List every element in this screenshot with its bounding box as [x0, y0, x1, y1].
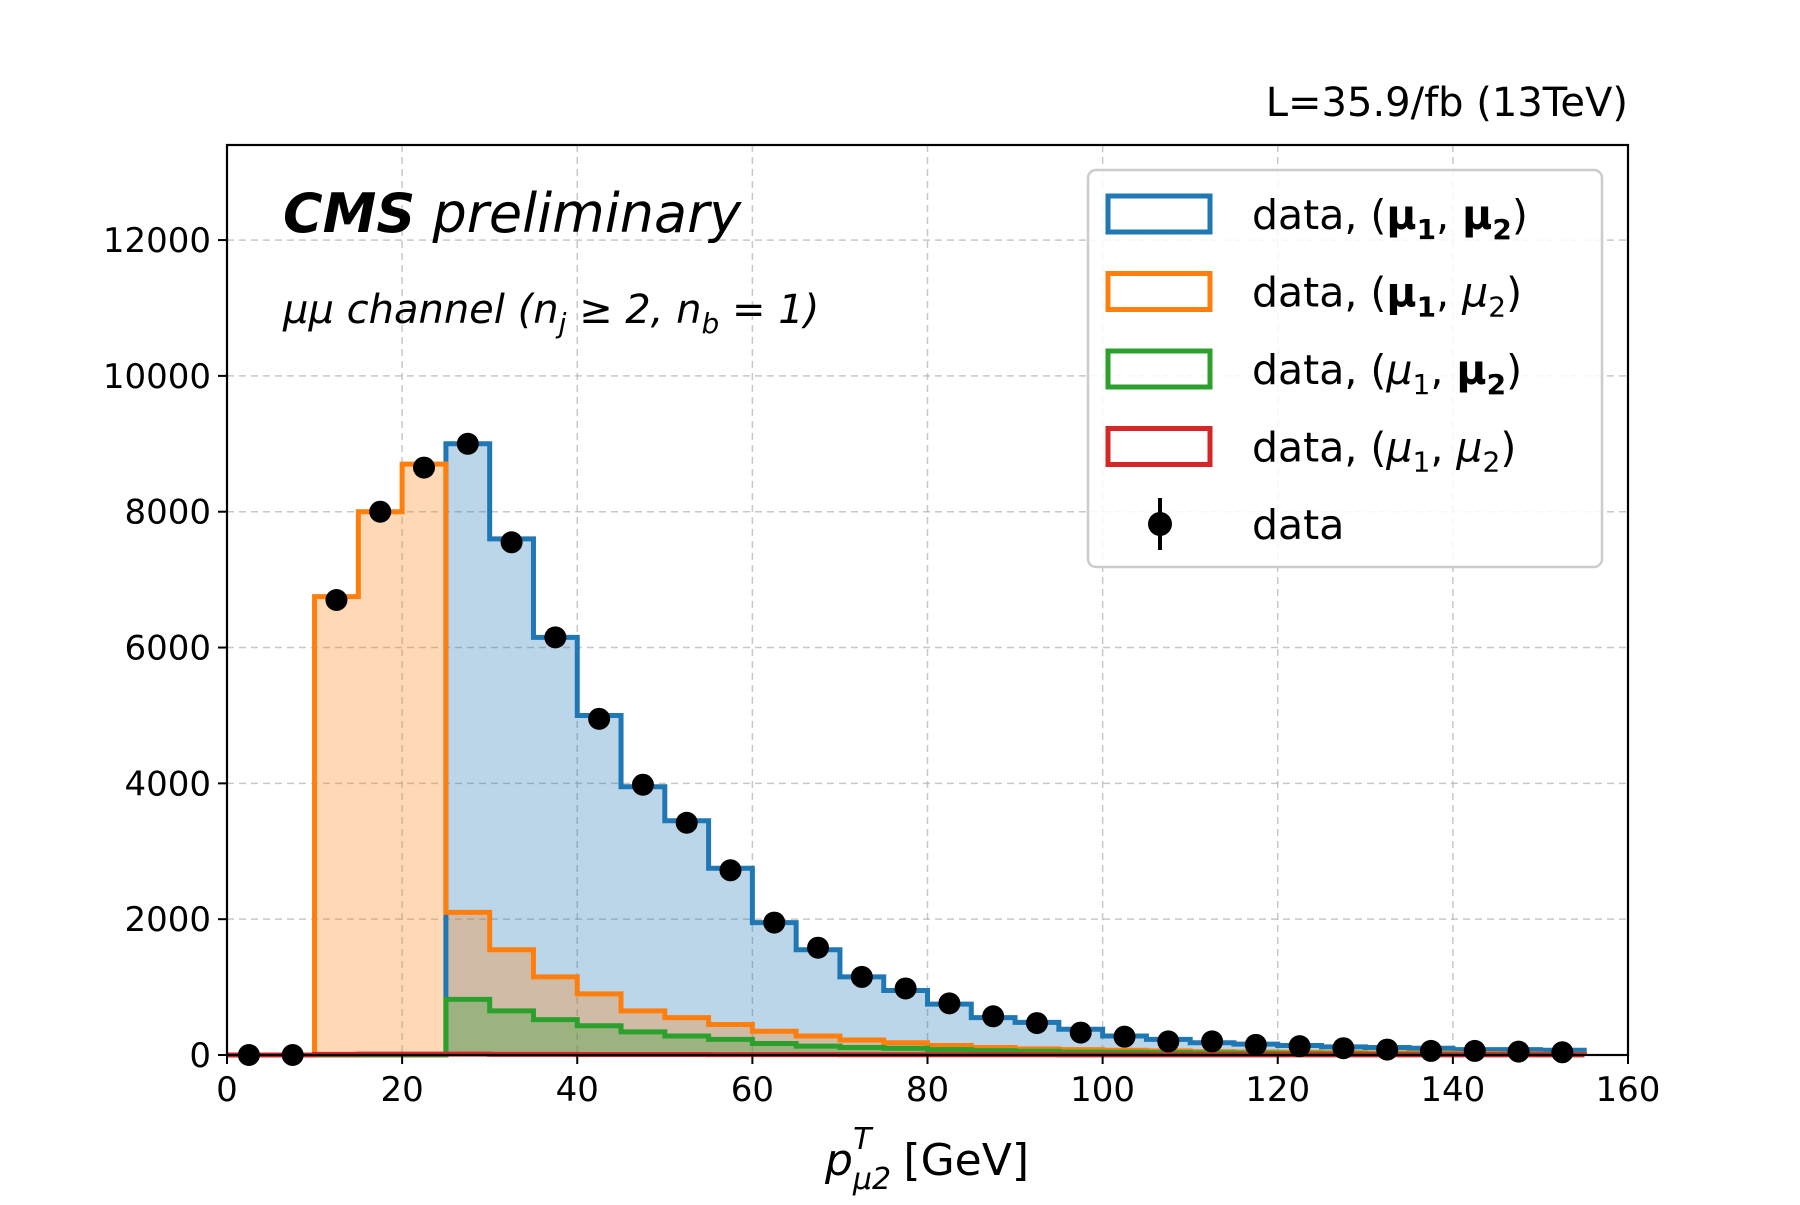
data-point [938, 992, 961, 1015]
y-tick-label: 0 [189, 1036, 211, 1076]
data-point [1419, 1039, 1442, 1062]
x-tick-label: 160 [1596, 1070, 1661, 1110]
data-point [456, 432, 479, 455]
x-tick-label: 40 [556, 1070, 599, 1110]
legend-swatch-red [1105, 426, 1213, 467]
data-point [1288, 1035, 1311, 1058]
legend-item-green: data, (μ1, μ2) [1105, 346, 1522, 401]
axis-layer: 0 20 40 60 80 100 120 140 160 0 2000 4000 6000 8000 10… [103, 221, 1661, 1110]
x-tick-label: 140 [1420, 1070, 1485, 1110]
legend-label: data, (μ1, μ2) [1252, 191, 1528, 246]
data-point [1069, 1021, 1092, 1044]
xlabel-unit: [GeV] [889, 1135, 1029, 1186]
channel-pre: μμ channel (n [282, 287, 559, 333]
data-point [325, 589, 348, 611]
data-point [1507, 1040, 1530, 1063]
x-tick-label: 80 [906, 1070, 949, 1110]
channel-mid: ≥ 2, n [566, 287, 701, 333]
legend-label: data, (μ1, μ2) [1252, 346, 1522, 401]
legend-label: data, (μ1, μ2) [1252, 269, 1522, 324]
x-tick-label: 20 [380, 1070, 423, 1110]
data-point [982, 1005, 1005, 1028]
xlabel-sup: T [853, 1122, 874, 1157]
data-point [1113, 1025, 1136, 1048]
x-tick-label: 0 [216, 1070, 238, 1110]
luminosity-label: L=35.9/fb (13TeV) [1266, 80, 1628, 126]
data-point [1463, 1039, 1486, 1062]
data-point [1376, 1038, 1399, 1061]
data-point [1551, 1041, 1574, 1064]
legend-swatch-orange [1105, 271, 1213, 312]
xlabel-sub: μ2 [852, 1162, 891, 1197]
channel-post: = 1) [719, 287, 819, 333]
data-point [675, 811, 698, 834]
y-tick-label: 4000 [124, 764, 211, 804]
data-point [413, 456, 436, 479]
data-point [588, 707, 611, 730]
data-point [544, 626, 567, 649]
histogram-fill-blue [227, 443, 1585, 1055]
legend: data, (μ1, μ2) data, (μ1, μ2) data, (μ1, μ… [1086, 168, 1604, 569]
cms-bold: CMS [283, 182, 415, 245]
x-tick-label: 100 [1070, 1070, 1135, 1110]
xlabel-base: p [824, 1135, 853, 1186]
histogram-fill-green [227, 999, 1585, 1055]
legend-item-blue: data, (μ1, μ2) [1105, 191, 1528, 246]
data-point [1201, 1030, 1224, 1053]
legend-item-red: data, (μ1, μ2) [1105, 424, 1516, 479]
data-point [1244, 1033, 1267, 1056]
y-tick-label: 6000 [124, 629, 211, 669]
data-point [719, 859, 742, 882]
x-axis-label: pμ2 T [GeV] [824, 1122, 1029, 1197]
x-tick-label: 120 [1245, 1070, 1310, 1110]
data-points-layer [237, 432, 1574, 1066]
data-point [894, 977, 917, 1000]
cms-preliminary: preliminary [431, 182, 742, 245]
cms-label: CMS preliminary [283, 182, 742, 245]
x-tick-label: 60 [731, 1070, 774, 1110]
data-point [1332, 1037, 1355, 1060]
data-point [1025, 1012, 1048, 1035]
y-tick-label: 10000 [103, 357, 211, 397]
data-point [763, 911, 786, 934]
legend-item-orange: data, (μ1, μ2) [1105, 269, 1522, 324]
data-point [1157, 1030, 1180, 1053]
data-point [369, 500, 392, 523]
legend-swatch-green [1105, 348, 1213, 390]
data-point [500, 531, 523, 554]
legend-swatch-blue [1105, 193, 1213, 235]
legend-label: data [1252, 501, 1344, 549]
legend-box [1086, 168, 1604, 569]
legend-dot-marker [1148, 512, 1172, 536]
legend-label: data, (μ1, μ2) [1252, 424, 1516, 479]
data-point [807, 936, 830, 959]
legend-item-data: data [1148, 498, 1344, 550]
data-point [850, 965, 873, 988]
y-tick-label: 2000 [124, 900, 211, 940]
histogram-fill-orange [227, 464, 1585, 1056]
channel-label: μμ channel (nj ≥ 2, nb = 1) [282, 287, 819, 340]
y-tick-label: 12000 [103, 221, 211, 261]
channel-sub-b: b [702, 307, 720, 340]
y-tick-label: 8000 [124, 493, 211, 533]
data-point [631, 773, 654, 796]
legend-items: data, (μ1, μ2) data, (μ1, μ2) data, (μ1, μ… [1105, 191, 1528, 550]
